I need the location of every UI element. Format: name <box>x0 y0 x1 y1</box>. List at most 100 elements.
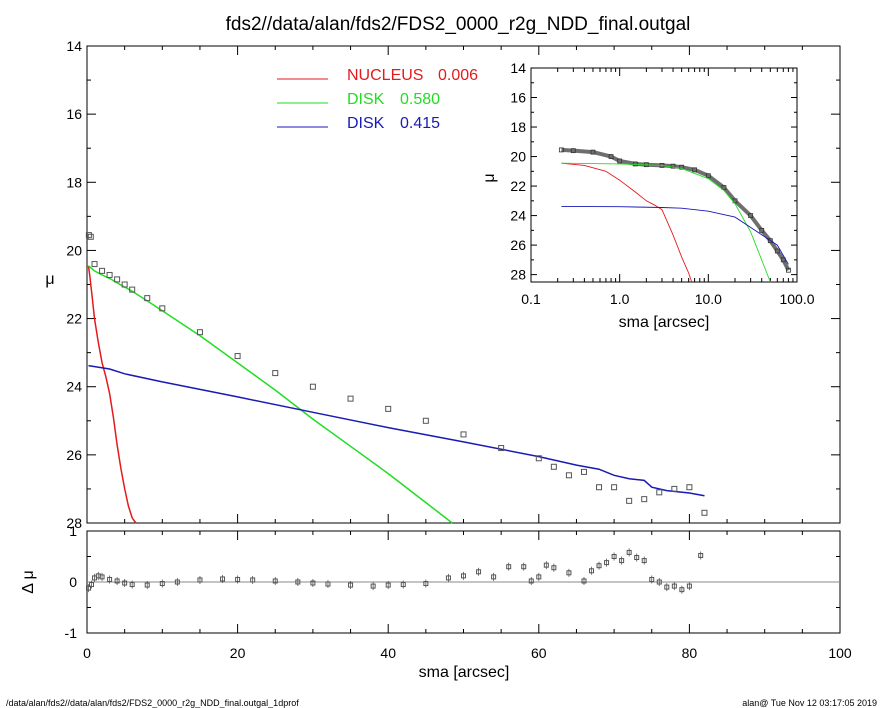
inset-data-point <box>721 185 727 190</box>
main-data-point <box>686 484 693 491</box>
x-tick-label: 60 <box>531 645 547 661</box>
res-data-point <box>107 576 113 582</box>
main-series-disk1 <box>88 265 453 524</box>
res-data-point <box>619 558 625 564</box>
inset-xtick-label: 0.1 <box>521 291 541 307</box>
inset-ytick-label: 14 <box>510 60 526 76</box>
main-data-point <box>671 485 678 492</box>
res-data-point <box>250 577 256 583</box>
inset-series <box>558 147 791 283</box>
main-series <box>85 232 708 524</box>
res-data-point <box>611 554 617 559</box>
inset-data-point <box>590 149 596 155</box>
main-ytick-label: 18 <box>66 174 82 190</box>
res-data-point <box>528 578 534 584</box>
main-data-point <box>159 305 166 312</box>
res-data-point <box>159 581 165 587</box>
main-data-point <box>309 383 316 390</box>
res-data-point <box>129 582 135 588</box>
legend-disk1-label: DISK <box>347 91 385 108</box>
res-data-point <box>476 569 482 575</box>
res-data-point <box>686 583 692 589</box>
inset-xtick-label: 1.0 <box>610 291 630 307</box>
main-data-point <box>99 267 106 274</box>
main-data-point <box>144 295 151 302</box>
main-data-point <box>641 496 648 503</box>
residual-ticks: 1 0 -1 0 20 40 60 80 100 <box>65 523 852 661</box>
legend-disk2-value: 0.415 <box>400 115 440 132</box>
res-data-point <box>220 576 226 582</box>
res-data-point <box>295 579 301 585</box>
res-data-point <box>235 576 241 582</box>
res-data-point <box>536 574 542 580</box>
main-data-point <box>129 286 136 293</box>
res-data-point <box>99 574 105 580</box>
main-ytick-label: 20 <box>66 242 82 258</box>
main-panel: 14 16 18 20 22 24 26 28 μ NUCLEUS 0.006 DISK 0.… <box>45 38 841 531</box>
res-data-point <box>114 578 120 584</box>
res-data-point <box>664 584 670 590</box>
res-data-point <box>445 575 451 581</box>
res-data-point <box>461 573 466 579</box>
res-data-point <box>86 585 92 591</box>
inset-data-point <box>774 248 780 254</box>
res-data-point <box>348 582 354 588</box>
res-ytick-label: 0 <box>69 574 77 590</box>
inset-series-disk2 <box>561 205 789 265</box>
res-data-point <box>679 587 685 593</box>
inset-series-nucleus <box>561 162 693 283</box>
residual-ylabel: Δ μ <box>20 570 37 593</box>
res-data-point <box>698 552 704 558</box>
res-data-point <box>325 581 331 587</box>
main-data-point <box>535 455 542 462</box>
main-data-point <box>580 468 587 475</box>
res-data-point <box>310 580 316 586</box>
x-tick-label: 80 <box>682 645 698 661</box>
inset-data-point <box>632 161 638 167</box>
res-data-point <box>385 582 391 588</box>
main-data-point <box>234 353 241 360</box>
inset-data-point <box>759 227 765 233</box>
chart-title: fds2//data/alan/fds2/FDS2_0000_r2g_NDD_f… <box>226 14 691 35</box>
inset-ytick-label: 16 <box>510 90 526 106</box>
legend-nucleus-label: NUCLEUS <box>347 67 423 84</box>
res-data-point <box>656 579 662 585</box>
main-data-point <box>460 431 467 438</box>
legend-disk1-value: 0.580 <box>400 91 440 108</box>
res-data-point <box>634 555 640 561</box>
main-data-point <box>114 276 121 283</box>
main-xlabel: sma [arcsec] <box>419 664 510 681</box>
legend: NUCLEUS 0.006 DISK 0.580 DISK 0.415 <box>277 67 478 132</box>
inset-plot-frame <box>530 67 798 283</box>
res-data-point <box>174 579 180 585</box>
main-data-point <box>498 445 505 452</box>
res-data-point <box>122 580 128 586</box>
main-data-point <box>611 484 618 491</box>
res-data-point <box>144 582 150 588</box>
inset-ticks: 14 16 18 20 22 24 26 28 0.1 1.0 10.0 100.0 <box>510 60 814 307</box>
main-data-point <box>565 472 572 479</box>
res-data-point <box>671 583 677 589</box>
inset-data-point <box>570 148 576 154</box>
main-ylabel: μ <box>45 271 54 288</box>
x-tick-label: 40 <box>380 645 396 661</box>
inset-data-point <box>767 238 773 244</box>
main-data-point <box>385 405 392 412</box>
res-data-point <box>566 570 572 576</box>
res-data-point <box>521 564 527 570</box>
main-data-point <box>106 271 113 278</box>
inset-data-point <box>679 164 685 170</box>
main-ytick-label: 24 <box>66 379 82 395</box>
inset-ytick-label: 28 <box>510 267 526 283</box>
inset-ytick-label: 24 <box>510 208 526 224</box>
legend-nucleus-value: 0.006 <box>438 67 478 84</box>
res-data-point <box>197 577 203 583</box>
res-data-point <box>400 582 406 588</box>
res-data-point <box>551 565 557 571</box>
res-data-point <box>641 558 647 564</box>
main-data-point <box>91 261 98 268</box>
inset-data-point <box>608 154 614 159</box>
inset-xlabel: sma [arcsec] <box>619 314 710 331</box>
res-data-point <box>506 564 512 570</box>
